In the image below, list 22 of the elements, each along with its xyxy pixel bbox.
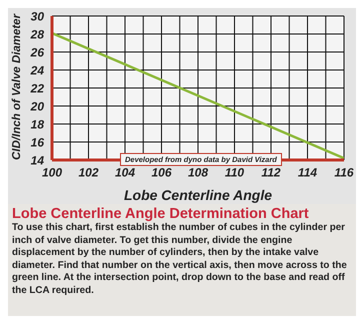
x-tick-label: 106 [151, 166, 172, 180]
y-tick-label: 22 [30, 81, 44, 96]
y-tick-label: 28 [30, 27, 44, 42]
y-tick-label: 26 [30, 45, 44, 60]
y-tick-label: 18 [30, 117, 44, 132]
x-tick-label: 116 [334, 166, 354, 180]
x-axis-title: Lobe Centerline Angle [124, 187, 272, 203]
text: Lobe Centerline Angle Determination Chart [12, 206, 310, 222]
x-tick-label: 100 [42, 166, 62, 180]
y-tick-label: 24 [30, 63, 44, 78]
text: To use this chart, first establish the number of cubes in the cylinder per inch of valve diameter. To get this number, divide the engine displacement by the number of cylinders, then by the intake valve diameter. Find that number on the vertical axis, then move across to the green line. At the intersection point, drop down to the base and read off the LCA required. [12, 222, 348, 298]
y-axis-title: CID/Inch of Valve Diameter [11, 14, 24, 160]
y-tick-label: 30 [30, 9, 44, 24]
x-tick-label: 104 [114, 166, 136, 180]
x-tick-label: 114 [298, 166, 318, 180]
x-tick-label: 112 [261, 166, 281, 180]
x-tick-label: 102 [78, 166, 99, 180]
y-tick-label: 20 [30, 99, 44, 114]
x-tick-label: 108 [188, 166, 208, 180]
y-tick-label: 14 [30, 153, 44, 168]
x-tick-label: 110 [224, 166, 244, 180]
y-tick-label: 16 [30, 135, 44, 150]
